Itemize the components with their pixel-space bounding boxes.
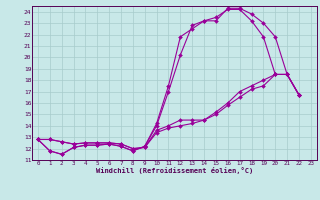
X-axis label: Windchill (Refroidissement éolien,°C): Windchill (Refroidissement éolien,°C) bbox=[96, 167, 253, 174]
